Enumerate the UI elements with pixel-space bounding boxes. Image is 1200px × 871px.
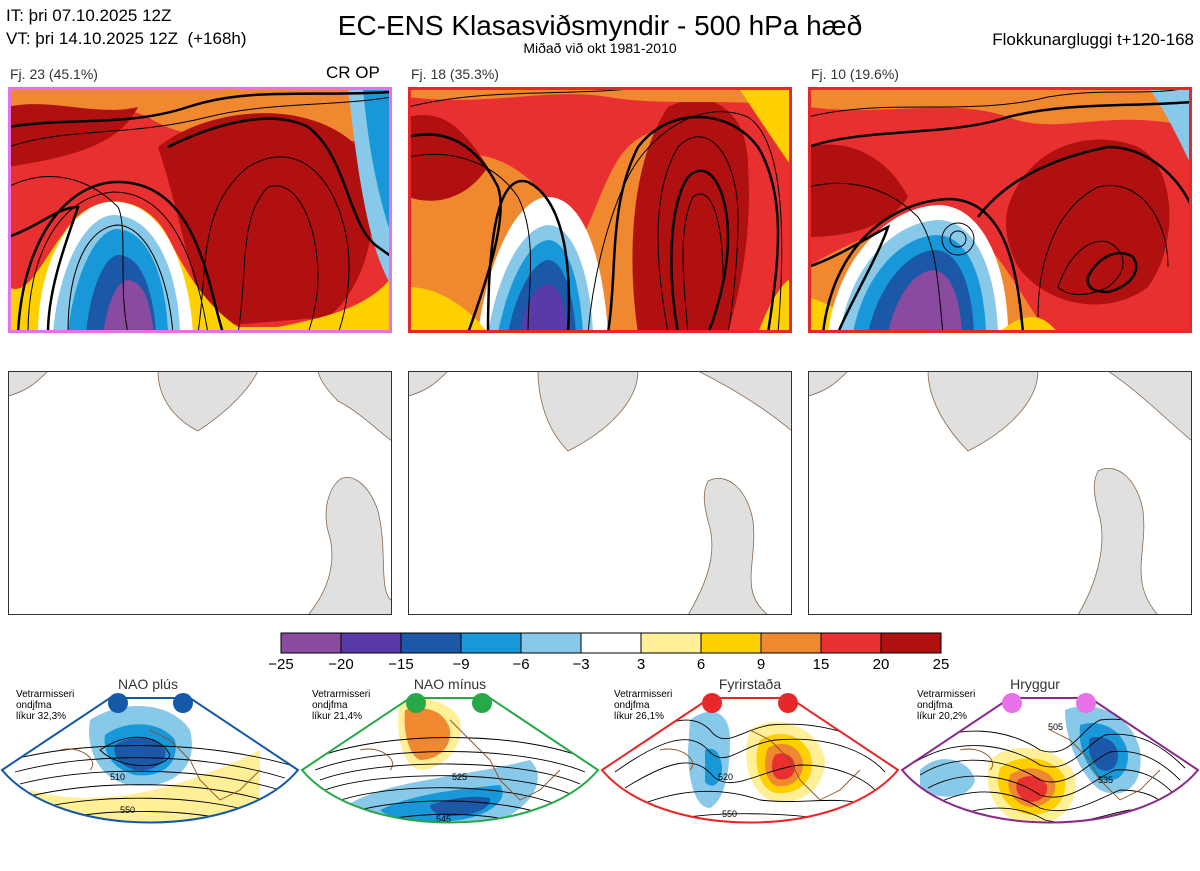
- colorbar-swatch-2: [400, 632, 462, 654]
- regime-3-contour-550: 550: [722, 809, 737, 819]
- colorbar-tick-9: 15: [812, 656, 830, 673]
- regime-2-marker-b: [472, 693, 492, 713]
- colorbar-swatch-3: [460, 632, 522, 654]
- regime-4-contour-560: 560: [1090, 837, 1105, 847]
- cluster-1-extra: CR OP: [326, 63, 380, 82]
- colorbar-tick-3: −9: [452, 656, 470, 673]
- cluster-1-label: Fj. 23 (45.1%): [10, 66, 98, 82]
- colorbar-swatch-9: [820, 632, 882, 654]
- regime-1-title: NAO plús: [118, 676, 178, 692]
- cluster-2-label: Fj. 18 (35.3%): [411, 66, 499, 82]
- colorbar: [280, 632, 942, 654]
- valid-time: VT: þri 14.10.2025 12Z (+168h): [6, 29, 247, 48]
- regime-3-marker-b: [778, 693, 798, 713]
- colorbar-tick-0: −25: [268, 656, 294, 673]
- regime-4-marker-b: [1076, 693, 1096, 713]
- colorbar-swatch-10: [880, 632, 942, 654]
- regime-2-contour-545: 545: [436, 814, 451, 824]
- regime-1-marker-b: [173, 693, 193, 713]
- colorbar-tick-4: −6: [512, 656, 530, 673]
- page-subtitle: Miðað við okt 1981-2010: [523, 40, 677, 56]
- regime-4-note: Vetrarmisseri ondjfma líkur 20,2%: [917, 689, 976, 722]
- regime-4-map: 505 535 560: [900, 693, 1200, 847]
- regime-2-contour-565: 565: [448, 850, 463, 860]
- regime-2-marker-a: [406, 693, 426, 713]
- colorbar-tick-8: 9: [756, 656, 766, 673]
- regime-2-note: Vetrarmisseri ondjfma líkur 21,4%: [312, 689, 371, 722]
- regime-4-marker-a: [1002, 693, 1022, 713]
- regime-1-map: 510 550: [0, 693, 300, 824]
- regime-2-map: 525 545 565: [300, 693, 600, 860]
- empty-map-1: [8, 371, 392, 615]
- colorbar-tick-7: 6: [696, 656, 706, 673]
- init-time: IT: þri 07.10.2025 12Z: [6, 6, 172, 25]
- colorbar-tick-11: 25: [932, 656, 950, 673]
- colorbar-tick-6: 3: [636, 656, 646, 673]
- cluster-1-map: [8, 87, 392, 333]
- colorbar-tick-10: 20: [872, 656, 890, 673]
- colorbar-swatch-8: [760, 632, 822, 654]
- regime-4-contour-535: 535: [1098, 775, 1113, 785]
- cluster-2-map: [408, 87, 792, 333]
- regime-1-contour-550: 550: [120, 805, 135, 815]
- regime-2-contour-525: 525: [452, 772, 467, 782]
- cluster-3-map: [808, 87, 1192, 333]
- colorbar-swatch-6: [640, 632, 702, 654]
- regime-3-marker-a: [702, 693, 722, 713]
- regime-3-contour-520: 520: [718, 772, 733, 782]
- regime-4-title: Hryggur: [1010, 676, 1060, 692]
- regime-1-marker-a: [108, 693, 128, 713]
- colorbar-tick-5: −3: [572, 656, 590, 673]
- regime-1-note: Vetrarmisseri ondjfma líkur 32,3%: [16, 689, 75, 722]
- header-info: IT: þri 07.10.2025 12Z VT: þri 14.10.202…: [6, 4, 247, 50]
- regime-2-title: NAO mínus: [413, 676, 487, 692]
- regime-3-note: Vetrarmisseri ondjfma líkur 26,1%: [614, 689, 673, 722]
- colorbar-swatch-5: [580, 632, 642, 654]
- colorbar-swatch-4: [520, 632, 582, 654]
- cluster-3-label: Fj. 10 (19.6%): [811, 66, 899, 82]
- regime-3-map: 520 550 560: [600, 693, 900, 843]
- empty-map-2: [408, 371, 792, 615]
- colorbar-swatch-0: [280, 632, 342, 654]
- classification-window: Flokkunargluggi t+120-168: [992, 30, 1194, 49]
- regime-3-contour-560: 560: [738, 833, 753, 843]
- regime-4-contour-505: 505: [1048, 722, 1063, 732]
- colorbar-tick-1: −20: [328, 656, 354, 673]
- colorbar-swatch-1: [340, 632, 402, 654]
- regime-3-title: Fyrirstaða: [718, 676, 782, 692]
- colorbar-tick-2: −15: [388, 656, 414, 673]
- regime-1-contour-510: 510: [110, 772, 125, 782]
- empty-map-3: [808, 371, 1192, 615]
- page-title: EC-ENS Klasasviðsmyndir - 500 hPa hæð: [337, 10, 863, 41]
- colorbar-swatch-7: [700, 632, 762, 654]
